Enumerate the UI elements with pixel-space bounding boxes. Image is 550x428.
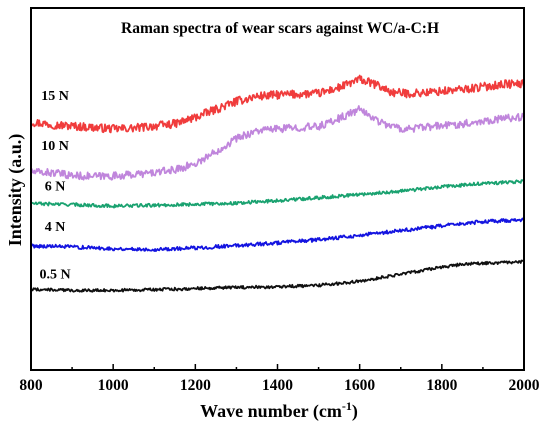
series-label-3: 6 N (45, 180, 66, 195)
series-label-4: 4 N (45, 220, 66, 235)
x-tick-label: 1000 (98, 377, 129, 394)
x-axis-label: Wave number (cm-1) (200, 399, 358, 422)
y-axis-label: Intensity (a.u.) (5, 134, 26, 247)
series-label-5: 0.5 N (39, 267, 70, 282)
x-tick-label: 1800 (426, 377, 457, 394)
series-line-3 (30, 179, 525, 209)
series-line-4 (30, 217, 525, 252)
series-line-5 (30, 259, 525, 293)
series-labels: 15 N 10 N 6 N 4 N 0.5 N (39, 89, 70, 282)
plot-frame (30, 7, 525, 371)
x-tick-label: 2000 (509, 377, 540, 394)
series-label-2: 10 N (41, 139, 69, 154)
series-line-1 (30, 74, 525, 134)
x-tick-label: 1400 (262, 377, 293, 394)
x-axis-label-text: Wave number (cm (200, 401, 342, 422)
x-axis-label-end: ) (352, 401, 358, 422)
plot-area: 800 1000 1200 1400 1600 1800 2000 15 N 10 N 6 N 4… (19, 7, 540, 394)
series-layer (30, 74, 525, 293)
axis-ticks: 800 1000 1200 1400 1600 1800 2000 (19, 364, 540, 394)
x-tick-label: 800 (19, 377, 43, 394)
x-axis-label-sup: -1 (342, 399, 352, 413)
series-line-2 (30, 105, 525, 181)
x-tick-label: 1200 (180, 377, 211, 394)
series-label-1: 15 N (41, 89, 69, 104)
chart-title: Raman spectra of wear scars against WC/a… (121, 20, 439, 37)
x-tick-label: 1600 (344, 377, 375, 394)
